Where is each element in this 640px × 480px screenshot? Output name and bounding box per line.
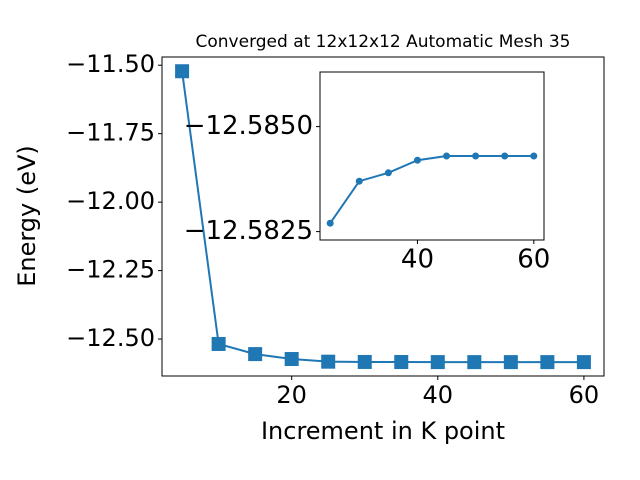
chart-title: Converged at 12x12x12 Automatic Mesh 35 — [196, 32, 571, 52]
point — [326, 219, 334, 227]
point — [384, 169, 392, 177]
point — [443, 152, 451, 160]
point — [284, 352, 299, 367]
point — [394, 355, 409, 370]
point — [321, 354, 336, 369]
x-tick-label: 40 — [401, 245, 434, 275]
point — [540, 355, 555, 370]
point — [576, 355, 591, 370]
point — [357, 354, 372, 369]
y-tick-label: −12.5850 — [184, 111, 313, 141]
x-axis-label: Increment in K point — [261, 417, 505, 445]
point — [248, 347, 263, 362]
y-tick-label: −11.75 — [66, 119, 155, 147]
x-tick-label: 20 — [276, 381, 307, 409]
point — [472, 152, 480, 160]
point — [467, 355, 482, 370]
y-axis-label: Energy (eV) — [13, 145, 41, 287]
point — [503, 355, 518, 370]
y-tick-label: −12.25 — [66, 256, 155, 284]
point — [211, 336, 226, 351]
x-tick-label: 60 — [517, 245, 550, 275]
x-tick-label: 60 — [569, 381, 600, 409]
point — [530, 152, 538, 160]
point — [413, 156, 421, 164]
y-tick-label: −12.00 — [66, 187, 155, 215]
point — [355, 177, 363, 185]
y-tick-label: −12.5825 — [184, 216, 313, 246]
y-tick-label: −11.50 — [66, 50, 155, 78]
series-line — [329, 155, 534, 224]
point — [430, 355, 445, 370]
point — [175, 64, 190, 79]
y-tick-label: −12.50 — [66, 324, 155, 352]
point — [501, 152, 509, 160]
x-tick-label: 40 — [423, 381, 454, 409]
